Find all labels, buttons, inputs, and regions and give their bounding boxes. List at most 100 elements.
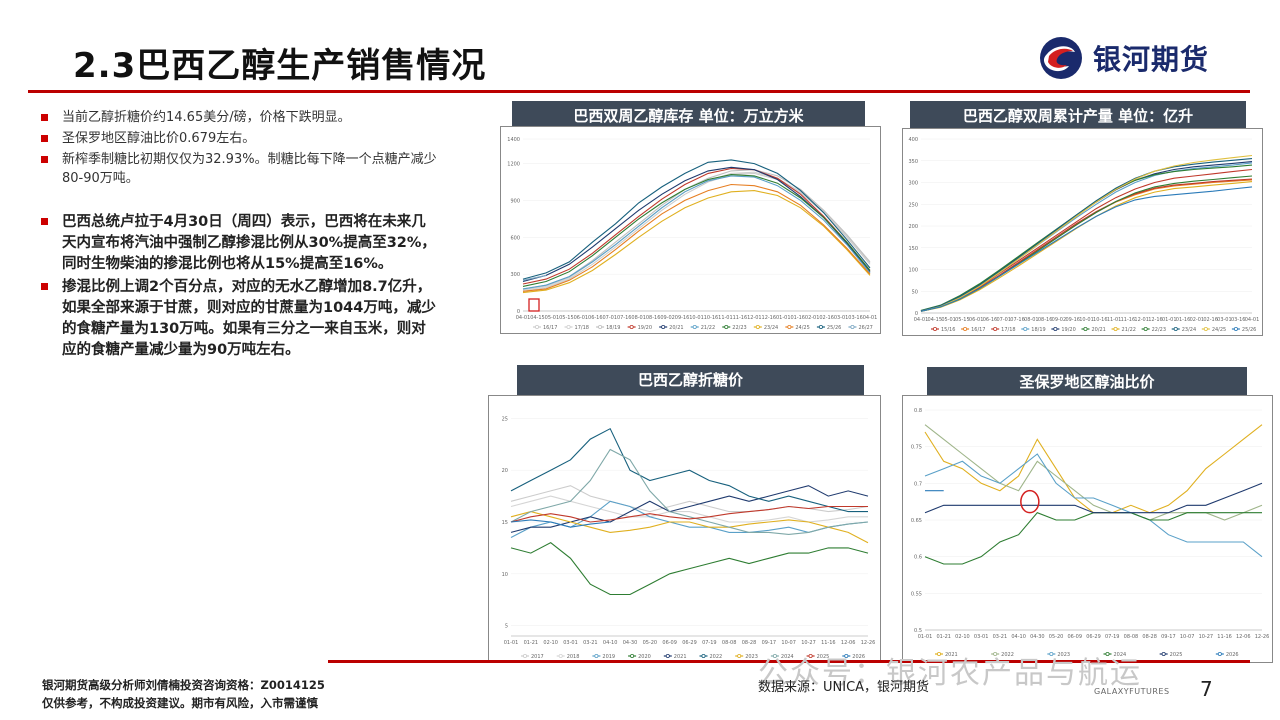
legend-label: 20/21 <box>1091 327 1105 333</box>
legend-marker <box>818 324 823 329</box>
x-tick-label: 09-17 <box>762 640 777 646</box>
x-tick-label: 01-21 <box>936 634 951 640</box>
legend-marker <box>630 653 635 658</box>
y-tick-label: 150 <box>908 246 918 252</box>
x-tick-label: 11-16 <box>1121 317 1136 323</box>
series-line-17-18 <box>920 178 1253 312</box>
legend-marker <box>1105 651 1110 656</box>
legend-marker <box>665 653 670 658</box>
legend-label: 2024 <box>1114 652 1127 658</box>
legend-marker <box>523 653 528 658</box>
series-line-2025 <box>510 505 868 523</box>
legend-label: 2025 <box>817 654 830 660</box>
legend-label: 25/26 <box>1242 327 1256 333</box>
x-tick-label: 08-16 <box>646 315 661 321</box>
series-line-2024 <box>510 448 869 535</box>
x-tick-label: 09-16 <box>1065 317 1080 323</box>
legend-marker <box>594 653 599 658</box>
x-tick-label: 03-01 <box>974 634 989 640</box>
legend-label: 22/23 <box>732 325 746 331</box>
page-number: 7 <box>1200 677 1213 701</box>
x-tick-label: 09-17 <box>1161 634 1176 640</box>
x-tick-label: 04-30 <box>623 640 638 646</box>
legend-label: 2023 <box>745 654 758 660</box>
x-tick-label: 10-16 <box>704 315 719 321</box>
legend-label: 19/20 <box>1061 327 1075 333</box>
bullet-item: 掺混比例上调2个百分点，对应的无水乙醇增加8.7亿升，如果全部来源于甘蔗，则对应… <box>40 277 440 361</box>
x-tick-label: 10-07 <box>781 640 796 646</box>
legend-label: 18/19 <box>1031 327 1045 333</box>
x-tick-label: 01-16 <box>790 315 805 321</box>
series-line-22-23 <box>522 174 871 287</box>
legend-marker <box>629 324 634 329</box>
legend-label: 16/17 <box>971 327 985 333</box>
x-tick-label: 02-10 <box>955 634 970 640</box>
x-tick-label: 12-06 <box>841 640 856 646</box>
x-tick-label: 02-16 <box>819 315 834 321</box>
risk-disclaimer: 仅供参考，不构成投资建议。期市有风险，入市需谨慎 <box>42 696 318 710</box>
x-tick-label: 12-01 <box>1134 317 1149 323</box>
y-tick-label: 0 <box>517 309 520 315</box>
bullet-list: 当前乙醇折糖价约14.65美分/磅，价格下跌明显。 圣保罗地区醇油比价0.679… <box>40 108 440 363</box>
x-tick-label: 06-01 <box>574 315 589 321</box>
x-tick-label: 03-21 <box>993 634 1008 640</box>
y-tick-label: 15 <box>502 520 508 526</box>
legend-marker <box>772 653 777 658</box>
legend-marker <box>661 324 666 329</box>
x-tick-label: 08-28 <box>1142 634 1157 640</box>
legend-marker <box>1053 326 1058 331</box>
legend-label: 2026 <box>1226 652 1239 658</box>
x-tick-label: 08-01 <box>631 315 646 321</box>
title-divider <box>28 90 1250 93</box>
x-tick-label: 01-21 <box>524 640 539 646</box>
y-tick-label: 0.8 <box>914 408 922 414</box>
legend-marker <box>993 326 998 331</box>
legend-marker <box>692 324 697 329</box>
x-tick-label: 07-01 <box>996 317 1011 323</box>
x-tick-label: 04-10 <box>1011 634 1026 640</box>
x-tick-label: 03-21 <box>583 640 598 646</box>
y-tick-label: 10 <box>502 572 508 578</box>
y-tick-label: 1400 <box>507 137 520 143</box>
bullet-item: 圣保罗地区醇油比价0.679左右。 <box>40 129 440 148</box>
legend-label: 2024 <box>781 654 794 660</box>
legend-marker <box>535 324 540 329</box>
x-tick-label: 03-01 <box>1217 317 1232 323</box>
y-tick-label: 0.55 <box>911 591 922 597</box>
series-line-2020 <box>510 542 869 596</box>
x-tick-label: 02-10 <box>543 640 558 646</box>
legend-label: 18/19 <box>606 325 620 331</box>
legend-label: 20/21 <box>669 325 683 331</box>
x-tick-label: 05-01 <box>941 317 956 323</box>
x-tick-label: 12-06 <box>1236 634 1251 640</box>
legend-label: 2022 <box>710 654 723 660</box>
x-tick-label: 05-15 <box>559 315 574 321</box>
legend-marker <box>993 651 998 656</box>
x-tick-label: 06-29 <box>1086 634 1101 640</box>
series-line-25-26 <box>522 159 871 280</box>
legend-label: 24/25 <box>795 325 809 331</box>
x-tick-label: 10-27 <box>1199 634 1214 640</box>
highlight-circle <box>1020 489 1040 514</box>
legend-label: 26/27 <box>858 325 872 331</box>
series-line-2023 <box>510 511 869 544</box>
x-tick-label: 11-01 <box>1107 317 1122 323</box>
x-tick-label: 10-01 <box>1079 317 1094 323</box>
x-tick-label: 06-16 <box>588 315 603 321</box>
legend-marker <box>844 653 849 658</box>
x-tick-label: 04-01 <box>516 315 531 321</box>
x-tick-label: 09-02 <box>1052 317 1067 323</box>
x-tick-label: 04-01 <box>1245 317 1260 323</box>
x-tick-label: 03-01 <box>563 640 578 646</box>
y-tick-label: 5 <box>505 624 508 630</box>
series-line-26-27 <box>522 274 547 281</box>
legend-label: 25/26 <box>827 325 841 331</box>
legend-label: 21/22 <box>1122 327 1136 333</box>
footer-disclaimer: 银河期货高级分析师刘倩楠投资咨询资格：Z0014125 仅供参考，不构成投资建议… <box>42 676 325 712</box>
legend-label: 22/23 <box>1152 327 1166 333</box>
series-line-20-21 <box>920 164 1253 311</box>
x-tick-label: 07-19 <box>702 640 717 646</box>
x-tick-label: 03-16 <box>1231 317 1246 323</box>
legend-label: 17/18 <box>575 325 589 331</box>
x-tick-label: 06-09 <box>1068 634 1083 640</box>
